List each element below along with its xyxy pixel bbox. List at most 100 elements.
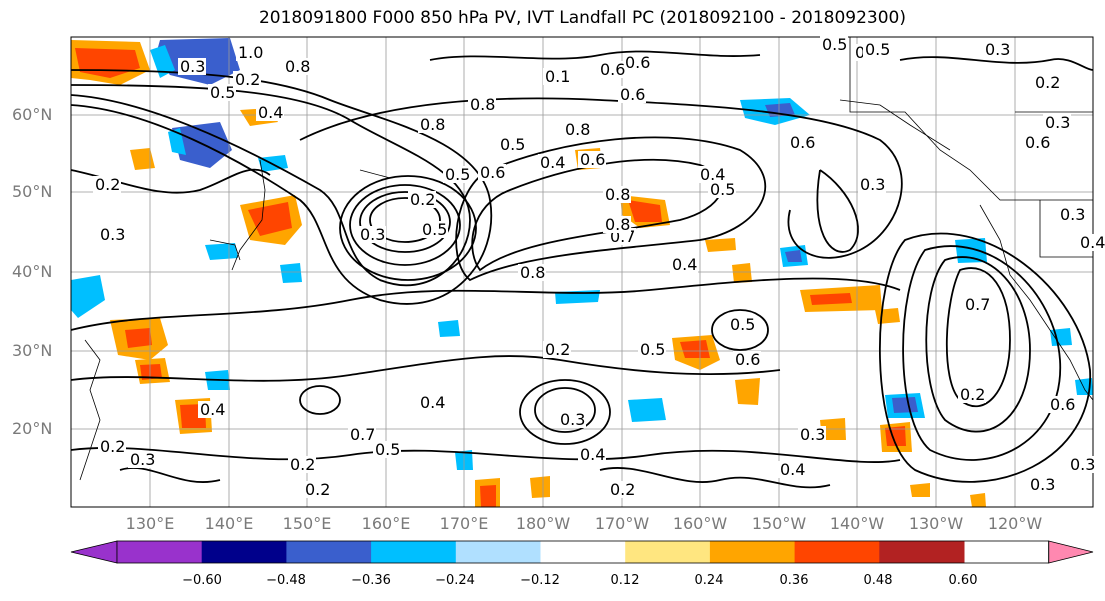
colorbar-segment [879, 541, 965, 563]
contour-line [70, 84, 471, 287]
contour-label-bg [1048, 396, 1076, 413]
contour-label: 0.4 [258, 103, 283, 122]
contour-label: 0.3 [1070, 455, 1095, 474]
colorbar-segment [794, 541, 880, 563]
contour-label-bg [543, 341, 571, 358]
contour-line [455, 136, 767, 282]
contour-label: 0.6 [735, 350, 760, 369]
shade-red [248, 202, 292, 236]
colorbar-segment [201, 541, 287, 563]
contour-label: 0.5 [865, 40, 890, 59]
colorbar-tick-label: 0.12 [610, 573, 640, 588]
contour-label: 0.2 [545, 340, 570, 359]
contour-label-bg [256, 104, 284, 121]
coastline [979, 204, 1094, 401]
contour-line [599, 467, 831, 489]
contour-label-bg [958, 386, 986, 403]
contour-labels: 1.00.80.40.50.80.10.60.60.50.40.30.20.30… [93, 35, 1105, 499]
coastline [79, 339, 101, 481]
lat-label-20n: 20°N [12, 419, 53, 438]
contour-label: 0.3 [1060, 205, 1085, 224]
lon-label: 180°W [515, 514, 571, 533]
contour-label: 0.2 [305, 480, 330, 499]
coastline-layer [79, 37, 1094, 481]
contour-label: 0.4 [672, 255, 697, 274]
contour-label: 0.8 [565, 120, 590, 139]
contour-label: 0.5 [710, 180, 735, 199]
contour-line [902, 245, 1061, 461]
contour-label: 0.8 [470, 95, 495, 114]
contour-label-bg [208, 84, 236, 101]
colorbar-tick-label: −0.24 [435, 573, 475, 588]
shade-orange [735, 378, 760, 405]
contour-label-bg [128, 451, 156, 468]
contour-label-bg [1043, 114, 1071, 131]
contour-label-bg [578, 446, 606, 463]
contour-label: 0.2 [960, 385, 985, 404]
contour-label-bg [603, 216, 631, 233]
contour-label: 0.1 [545, 67, 570, 86]
shade-red [125, 328, 152, 348]
contour-label: 0.5 [500, 135, 525, 154]
colorbar-tick-label: −0.36 [351, 573, 391, 588]
contour-label: 0.2 [290, 455, 315, 474]
contour-label: 0.3 [1045, 113, 1070, 132]
contour-line [534, 387, 596, 433]
shade-orange [705, 238, 736, 252]
contour-label: 0.3 [985, 40, 1010, 59]
contour-label: 0.3 [800, 425, 825, 444]
colorbar-tick-label: −0.60 [182, 573, 222, 588]
contour-line [519, 379, 611, 445]
contour-label: 0.3 [180, 57, 205, 76]
contour-label: 0.3 [1030, 475, 1055, 494]
contour-label: 0.3 [100, 225, 125, 244]
lon-label: 130°W [908, 514, 964, 533]
colorbar-tick-label: −0.48 [266, 573, 306, 588]
contour-label: 0.5 [730, 315, 755, 334]
contour-line [119, 467, 221, 483]
shade-cyan [628, 398, 666, 422]
contour-label: 0.5 [640, 340, 665, 359]
shade-cyan [438, 320, 460, 337]
contour-label: 0.4 [780, 460, 805, 479]
lat-label-50n: 50°N [12, 182, 53, 201]
contour-label: 0.3 [360, 225, 385, 244]
contour-label: 0.7 [965, 295, 990, 314]
contour-label: 0.2 [235, 70, 260, 89]
contour-label: 0.2 [610, 480, 635, 499]
contour-layer [70, 50, 1094, 489]
contour-label-bg [1023, 134, 1051, 151]
contour-line [369, 197, 441, 243]
contour-label: 0.3 [560, 410, 585, 429]
colorbar-segment [455, 541, 541, 563]
contour-line [816, 169, 859, 253]
contour-label-bg [1078, 234, 1105, 251]
contour-label-bg [638, 341, 666, 358]
contour-label: 0.5 [210, 83, 235, 102]
contour-label: 0.6 [1050, 395, 1075, 414]
colorbar-tick-label: 0.60 [948, 573, 978, 588]
contour-line [70, 69, 493, 305]
shade-orange [970, 493, 986, 507]
contour-label: 0.4 [580, 445, 605, 464]
contour-label: 0.2 [100, 437, 125, 456]
lon-label: 150°E [282, 514, 332, 533]
shade-orange [530, 476, 550, 498]
colorbar-tick-label: −0.12 [520, 573, 560, 588]
colorbar-extend-max [1048, 540, 1094, 564]
contour-label-bg [358, 226, 386, 243]
contour-label-bg [418, 116, 446, 133]
shade-blue [892, 397, 918, 413]
contour-label-bg [478, 164, 506, 181]
contour-label: 0.4 [420, 393, 445, 412]
contour-line [429, 50, 761, 61]
shade-orange [130, 148, 155, 170]
contour-label-bg [798, 426, 826, 443]
lon-label: 160°W [672, 514, 728, 533]
coastline [359, 169, 391, 179]
colorbar-segment [117, 541, 203, 563]
shade-orange [732, 263, 752, 283]
lon-label: 120°W [987, 514, 1043, 533]
contour-label-bg [1058, 206, 1086, 223]
shade-cyan [1050, 328, 1072, 346]
